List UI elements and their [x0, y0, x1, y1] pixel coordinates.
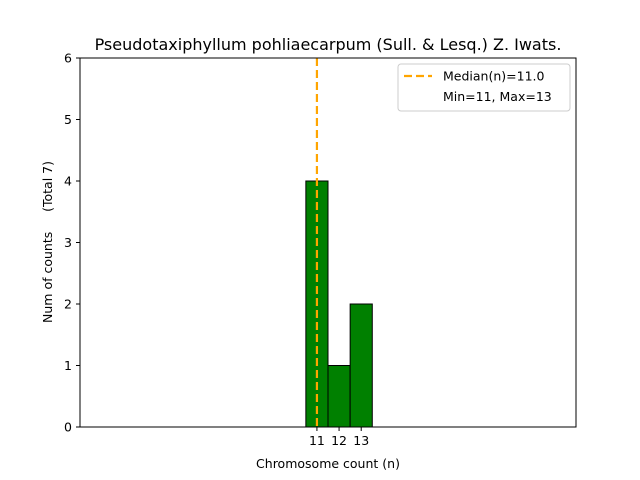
x-tick-label: 13 — [353, 433, 369, 448]
y-tick-label: 2 — [64, 297, 72, 312]
x-tick-label: 11 — [309, 433, 325, 448]
bar-12 — [327, 365, 351, 428]
y-tick-label: 4 — [64, 174, 72, 189]
y-axis-label: Num of counts (Total 7) — [40, 161, 55, 323]
y-axis-ticks: 0 1 2 3 4 5 6 — [64, 51, 80, 435]
x-axis-label: Chromosome count (n) — [256, 456, 400, 471]
chart-title: Pseudotaxiphyllum pohliaecarpum (Sull. &… — [95, 35, 562, 54]
legend-box — [397, 63, 571, 112]
bars-group — [305, 180, 373, 428]
y-tick-label: 5 — [64, 112, 72, 127]
y-tick-label: 6 — [64, 51, 72, 66]
legend-range-label: Min=11, Max=13 — [443, 89, 552, 104]
bar-13 — [349, 303, 373, 428]
legend: Median(n)=11.0 Min=11, Max=13 — [397, 63, 571, 112]
legend-median-label: Median(n)=11.0 — [443, 69, 544, 84]
x-axis-ticks: 11 12 13 — [309, 427, 369, 448]
y-tick-label: 1 — [64, 358, 72, 373]
x-tick-label: 12 — [331, 433, 347, 448]
y-tick-label: 0 — [64, 420, 72, 435]
y-tick-label: 3 — [64, 235, 72, 250]
